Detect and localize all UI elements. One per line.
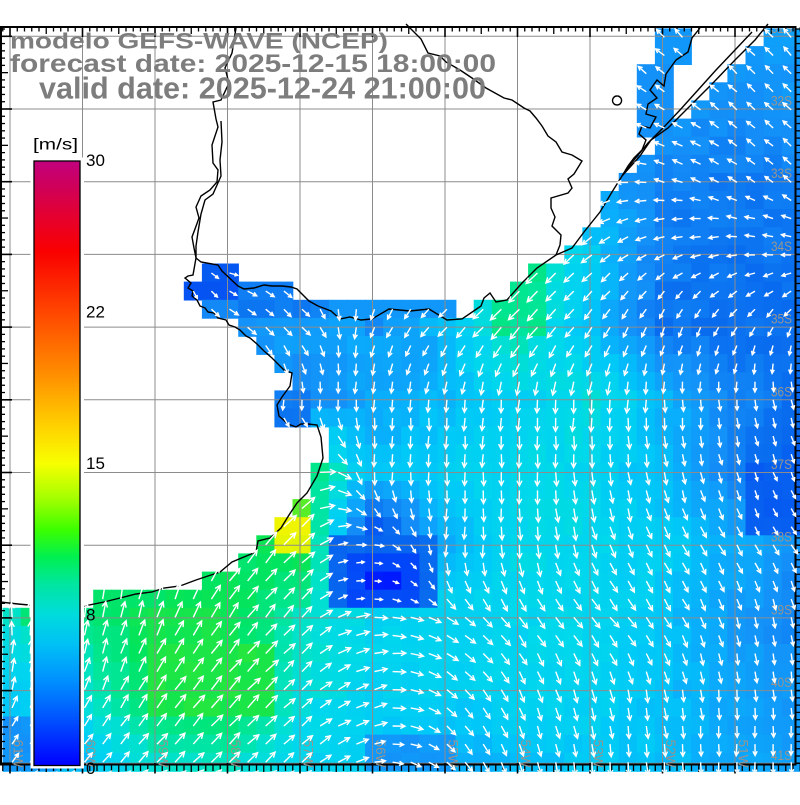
svg-text:35S: 35S bbox=[771, 312, 792, 327]
svg-text:53W: 53W bbox=[591, 740, 606, 768]
svg-text:34S: 34S bbox=[771, 239, 792, 254]
svg-text:51W: 51W bbox=[736, 740, 751, 768]
svg-text:[m/s]: [m/s] bbox=[33, 137, 78, 154]
svg-text:32S: 32S bbox=[771, 94, 792, 109]
svg-text:8: 8 bbox=[86, 606, 95, 625]
svg-text:36S: 36S bbox=[771, 384, 792, 399]
svg-text:15: 15 bbox=[86, 454, 105, 473]
svg-text:54W: 54W bbox=[518, 740, 533, 768]
svg-text:31S: 31S bbox=[771, 21, 792, 36]
svg-text:41S: 41S bbox=[771, 748, 792, 763]
svg-text:valid date: 2025-12-24 21:00:0: valid date: 2025-12-24 21:00:00 bbox=[39, 71, 486, 106]
svg-text:forecast date: 2025-12-15 18:0: forecast date: 2025-12-15 18:00:00 bbox=[10, 50, 496, 78]
svg-text:modelo GEFS-WAVE (NCEP): modelo GEFS-WAVE (NCEP) bbox=[10, 29, 388, 54]
svg-text:38S: 38S bbox=[771, 530, 792, 545]
svg-text:33S: 33S bbox=[771, 166, 792, 181]
svg-text:0: 0 bbox=[86, 759, 95, 778]
svg-text:30: 30 bbox=[86, 151, 105, 170]
svg-text:52W: 52W bbox=[663, 740, 678, 768]
svg-text:22: 22 bbox=[86, 303, 105, 322]
